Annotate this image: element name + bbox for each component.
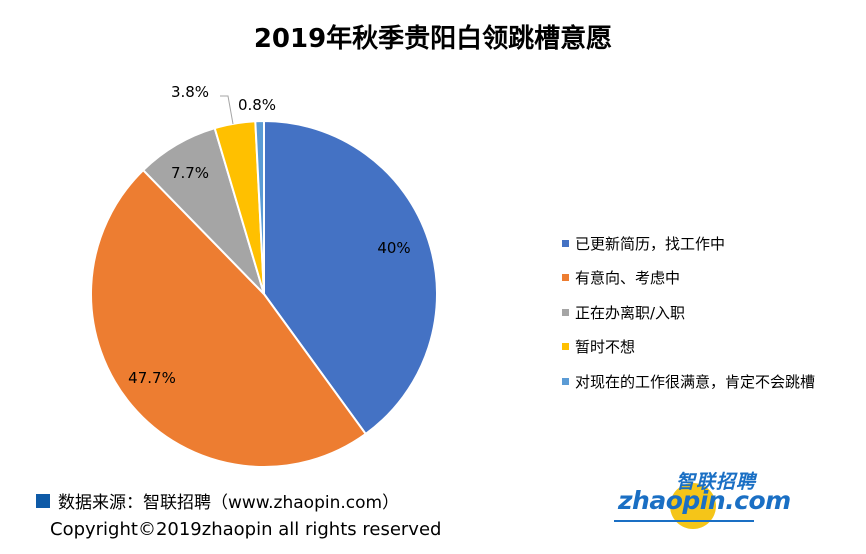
legend-swatch-1 — [562, 274, 569, 282]
legend-label-2: 正在办离职/入职 — [575, 303, 686, 322]
pie-slice-1 — [90, 168, 368, 469]
data-source: 数据来源：智联招聘（www.zhaopin.com） — [36, 488, 399, 513]
copyright-text: Copyright©2019zhaopin all rights reserve… — [50, 519, 442, 540]
data-label-0: 40% — [377, 239, 410, 257]
source-marker-icon — [36, 493, 50, 508]
legend: 已更新简历，找工作中 有意向、考虑中 正在办离职/入职 暂时不想 对现在的工作很… — [562, 226, 815, 399]
logo-underline — [614, 520, 754, 522]
legend-item-0: 已更新简历，找工作中 — [562, 226, 815, 261]
legend-label-4: 对现在的工作很满意，肯定不会跳槽 — [575, 372, 816, 391]
data-label-2: 7.7% — [171, 164, 209, 182]
logo-cn-text: 智联招聘 — [676, 471, 757, 493]
logo-en-text: zhaopin.com — [618, 486, 791, 515]
legend-label-3: 暂时不想 — [575, 338, 636, 357]
legend-label-0: 已更新简历，找工作中 — [575, 234, 726, 253]
data-label-3: 3.8% — [171, 83, 209, 101]
data-label-1: 47.7% — [128, 369, 176, 387]
legend-swatch-4 — [562, 377, 569, 385]
data-label-4: 0.8% — [238, 96, 276, 114]
legend-item-4: 对现在的工作很满意，肯定不会跳槽 — [562, 364, 815, 399]
data-source-text: 数据来源：智联招聘（www.zhaopin.com） — [58, 493, 400, 513]
legend-label-1: 有意向、考虑中 — [575, 269, 681, 288]
zhaopin-logo: 智联招聘 zhaopin.com — [614, 466, 791, 529]
pie-chart: 40% 47.7% 7.7% 3.8% 0.8% — [90, 83, 438, 469]
legend-item-3: 暂时不想 — [562, 330, 815, 365]
legend-swatch-3 — [562, 343, 569, 351]
pie-slice-4 — [254, 119, 265, 295]
leader-line-3 — [220, 95, 234, 125]
legend-swatch-0 — [562, 239, 569, 247]
pie-slice-0 — [263, 119, 438, 436]
legend-item-2: 正在办离职/入职 — [562, 295, 815, 330]
legend-swatch-2 — [562, 308, 569, 316]
chart-title: 2019年秋季贵阳白领跳槽意愿 — [253, 24, 613, 54]
legend-item-1: 有意向、考虑中 — [562, 261, 815, 296]
